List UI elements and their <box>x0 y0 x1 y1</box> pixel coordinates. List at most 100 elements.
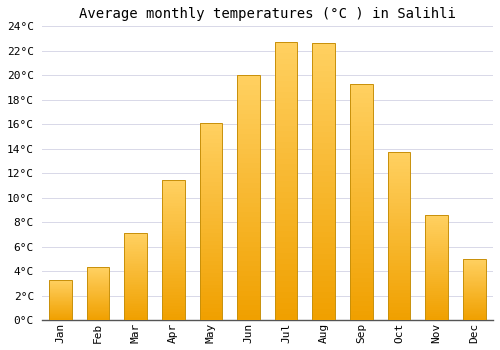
Bar <box>275 287 297 292</box>
Bar <box>86 314 110 315</box>
Bar <box>312 254 335 259</box>
Bar <box>200 273 222 277</box>
Bar <box>312 126 335 132</box>
Bar <box>237 129 260 134</box>
Bar <box>162 250 184 253</box>
Bar <box>463 271 485 272</box>
Bar <box>275 164 297 170</box>
Bar <box>124 254 147 256</box>
Bar <box>463 289 485 290</box>
Bar <box>388 276 410 280</box>
Bar <box>426 246 448 248</box>
Bar <box>312 303 335 309</box>
Bar <box>237 75 260 320</box>
Bar <box>237 208 260 212</box>
Bar <box>200 147 222 150</box>
Bar <box>162 295 184 298</box>
Bar <box>426 251 448 253</box>
Bar <box>237 281 260 286</box>
Bar <box>426 314 448 316</box>
Bar <box>124 238 147 240</box>
Bar <box>312 82 335 88</box>
Bar <box>388 296 410 300</box>
Bar <box>124 294 147 296</box>
Bar <box>49 318 72 319</box>
Bar <box>388 266 410 270</box>
Bar <box>86 303 110 304</box>
Bar <box>275 59 297 64</box>
Bar <box>86 277 110 278</box>
Bar <box>124 237 147 238</box>
Bar <box>426 303 448 305</box>
Bar <box>124 259 147 261</box>
Bar <box>463 264 485 265</box>
Bar <box>463 290 485 292</box>
Bar <box>275 292 297 298</box>
Bar <box>275 159 297 164</box>
Bar <box>162 247 184 250</box>
Bar <box>86 289 110 290</box>
Bar <box>426 248 448 251</box>
Bar <box>426 259 448 261</box>
Bar <box>388 290 410 293</box>
Bar <box>275 53 297 59</box>
Bar <box>86 288 110 289</box>
Bar <box>237 271 260 276</box>
Bar <box>275 309 297 314</box>
Bar <box>312 88 335 93</box>
Bar <box>275 81 297 87</box>
Bar <box>124 245 147 247</box>
Bar <box>124 264 147 266</box>
Bar <box>350 263 372 268</box>
Bar <box>162 222 184 225</box>
Bar <box>426 280 448 282</box>
Bar <box>86 292 110 293</box>
Bar <box>162 208 184 211</box>
Bar <box>388 179 410 183</box>
Bar <box>49 307 72 308</box>
Bar <box>237 159 260 163</box>
Bar <box>162 197 184 200</box>
Bar <box>350 89 372 93</box>
Bar <box>124 252 147 254</box>
Bar <box>350 140 372 145</box>
Bar <box>463 292 485 293</box>
Bar <box>162 181 184 320</box>
Bar <box>350 84 372 320</box>
Bar <box>388 193 410 196</box>
Bar <box>275 87 297 92</box>
Bar <box>312 270 335 276</box>
Bar <box>312 220 335 226</box>
Bar <box>200 135 222 139</box>
Bar <box>162 261 184 264</box>
Bar <box>312 65 335 71</box>
Bar <box>86 304 110 305</box>
Bar <box>275 259 297 265</box>
Bar <box>312 198 335 204</box>
Bar <box>86 299 110 300</box>
Bar <box>426 267 448 270</box>
Bar <box>86 271 110 272</box>
Bar <box>124 308 147 310</box>
Bar <box>426 253 448 255</box>
Bar <box>49 315 72 316</box>
Bar <box>426 221 448 223</box>
Bar <box>49 300 72 301</box>
Bar <box>86 275 110 276</box>
Bar <box>426 234 448 236</box>
Bar <box>275 209 297 215</box>
Bar <box>124 316 147 318</box>
Bar <box>388 283 410 287</box>
Bar <box>124 270 147 271</box>
Bar <box>426 263 448 265</box>
Bar <box>200 186 222 190</box>
Bar <box>312 226 335 231</box>
Bar <box>388 173 410 176</box>
Bar <box>237 290 260 295</box>
Bar <box>86 312 110 313</box>
Bar <box>200 237 222 241</box>
Bar <box>124 262 147 264</box>
Bar <box>312 231 335 237</box>
Bar <box>350 259 372 263</box>
Bar <box>124 240 147 242</box>
